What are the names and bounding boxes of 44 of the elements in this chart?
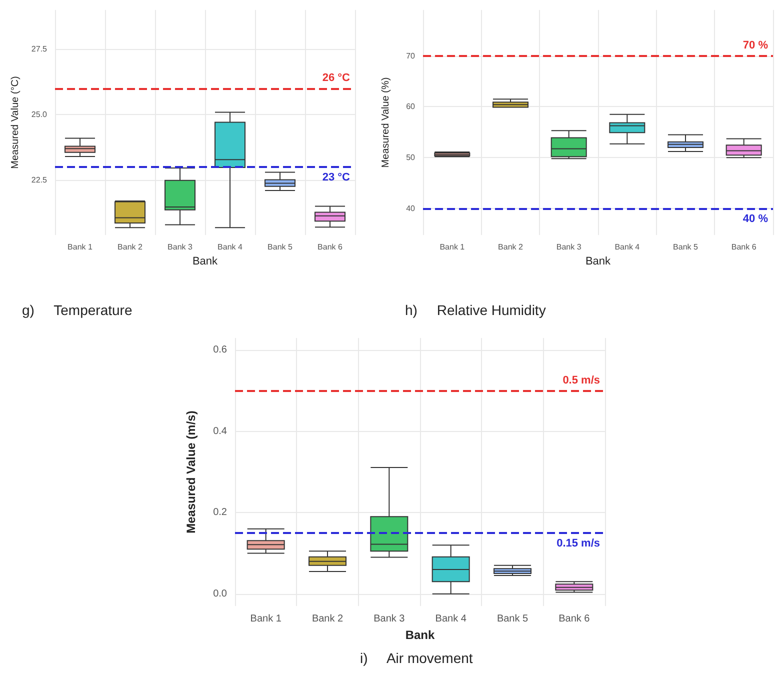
ref-line-label: 0.15 m/s [556,537,600,550]
x-tick-label: Bank 1 [250,614,282,624]
y-tick-label: 60 [406,102,416,112]
text: h) Relative Humidity [405,302,546,318]
x-tick-label: Bank 5 [496,614,528,624]
x-tick-label: Bank 1 [68,242,94,252]
x-axis-title: Bank [405,628,435,642]
ref-line-label: 0.5 m/s [562,374,600,386]
x-tick-label: Bank 4 [435,614,467,624]
x-tick-label: Bank 3 [374,614,406,624]
ref-line-label: 70 % [742,39,768,52]
y-tick-label: 0.2 [213,507,228,518]
y-tick-label: 40 [406,204,416,214]
text: g) Temperature [22,302,132,318]
y-tick-label: 25.0 [31,110,48,120]
y-axis-title: Measured Value (°C) [10,76,22,169]
y-tick-label: 50 [406,153,416,162]
x-tick-label: Bank 5 [268,242,294,252]
y-tick-label: 0.0 [213,588,228,600]
x-axis-title: Bank [585,255,612,268]
x-tick-label: Bank 6 [318,242,344,252]
y-tick-label: 0.4 [213,426,228,437]
x-tick-label: Bank 5 [673,242,699,252]
y-tick-label: 22.5 [31,176,48,185]
text: i) Air movement [360,650,473,666]
ref-line-label: 23 °C [322,171,350,184]
y-axis-title: Measured Value (%) [380,77,392,168]
y-axis-title: Measured Value (m/s) [184,410,198,534]
x-tick-label: Bank 3 [168,242,194,252]
x-tick-label: Bank 1 [440,242,466,252]
x-tick-label: Bank 2 [498,242,524,252]
x-tick-label: Bank 2 [118,242,144,252]
x-tick-label: Bank 6 [558,614,590,624]
ref-line-label: 40 % [742,213,768,226]
x-tick-label: Bank 3 [556,242,582,252]
x-tick-label: Bank 2 [312,614,344,624]
y-tick-label: 27.5 [31,44,48,54]
ref-line-label: 26 °C [322,72,350,84]
x-tick-label: Bank 6 [731,242,757,252]
x-tick-label: Bank 4 [614,242,640,252]
y-tick-label: 70 [406,51,416,60]
x-axis-title: Bank [192,255,218,268]
y-tick-label: 0.6 [213,344,228,356]
x-tick-label: Bank 4 [218,242,244,252]
